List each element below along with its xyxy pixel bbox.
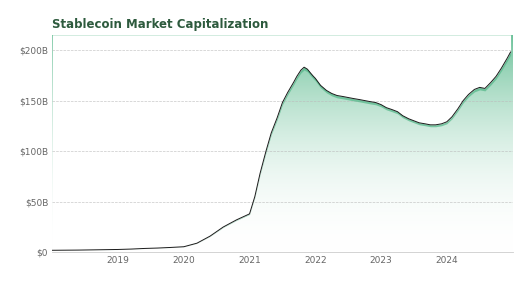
Text: Stablecoin Market Capitalization: Stablecoin Market Capitalization — [52, 18, 269, 31]
